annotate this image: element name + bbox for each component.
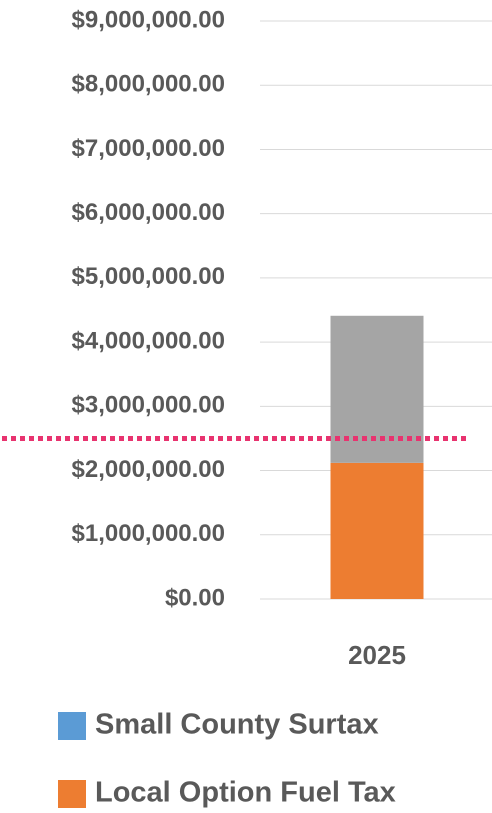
- legend-label: Local Option Fuel Tax: [95, 777, 396, 809]
- y-tick-label: $8,000,000.00: [72, 71, 225, 98]
- y-tick-label: $9,000,000.00: [72, 6, 225, 33]
- legend-label: Small County Surtax: [95, 709, 379, 741]
- bar-segment: [330, 462, 424, 599]
- y-tick-label: $2,000,000.00: [72, 456, 225, 483]
- legend-swatch: [58, 712, 86, 740]
- y-tick-label: $1,000,000.00: [72, 520, 225, 547]
- y-tick-label: $4,000,000.00: [72, 327, 225, 354]
- y-tick-label: $0.00: [165, 584, 225, 611]
- y-tick-label: $5,000,000.00: [72, 263, 225, 290]
- y-tick-label: $3,000,000.00: [72, 392, 225, 419]
- y-tick-label: $6,000,000.00: [72, 199, 225, 226]
- x-tick-label: 2025: [348, 640, 406, 670]
- y-tick-label: $7,000,000.00: [72, 135, 225, 162]
- legend-swatch: [58, 780, 86, 808]
